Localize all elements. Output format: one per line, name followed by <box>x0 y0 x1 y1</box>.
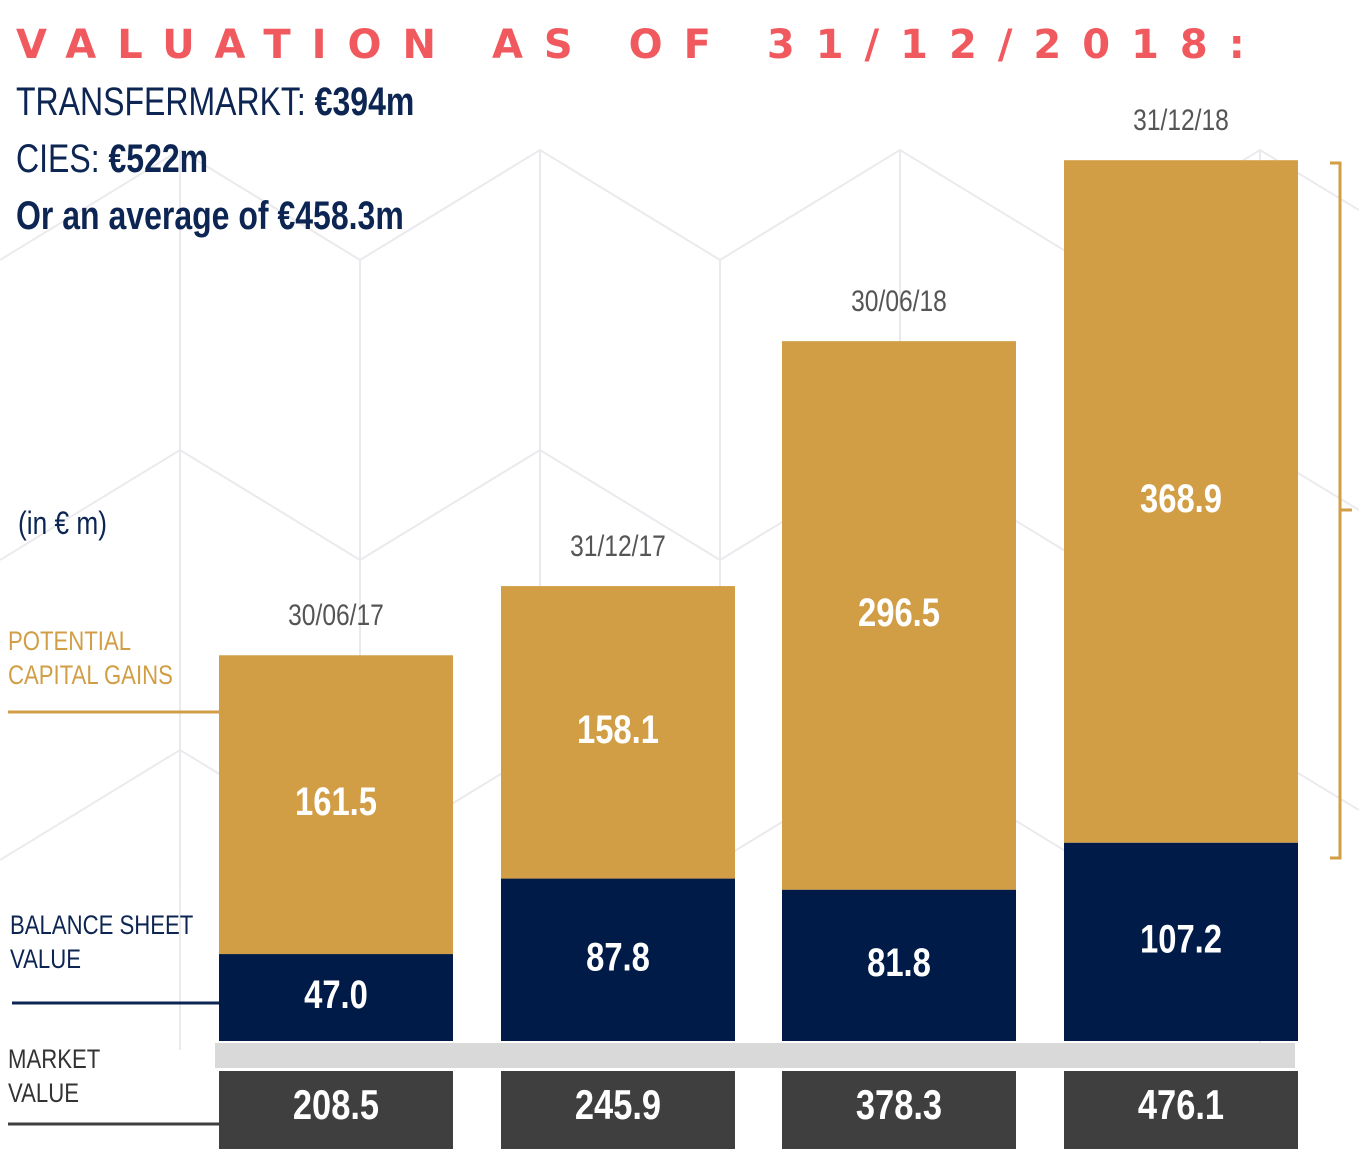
legend-potential-gains-line-1: POTENTIAL <box>8 626 132 656</box>
data-label-balance-sheet: 107.2 <box>1140 916 1222 961</box>
data-label-balance-sheet: 87.8 <box>586 934 650 979</box>
bar-potential-gains <box>219 655 453 955</box>
transfermarkt-label: TRANSFERMARKT: <box>16 80 315 124</box>
bar-balance-sheet <box>501 878 735 1041</box>
category-label: 30/06/17 <box>288 598 384 632</box>
market-value-box <box>501 1071 735 1149</box>
market-value-label: 476.1 <box>1138 1082 1224 1129</box>
data-label-balance-sheet: 47.0 <box>304 972 368 1017</box>
valuation-bracket <box>1330 161 1352 860</box>
bar-balance-sheet <box>219 954 453 1041</box>
legend-balance-sheet: BALANCE SHEET VALUE <box>10 908 193 976</box>
data-label-potential-gains: 368.9 <box>1140 476 1222 521</box>
bar-balance-sheet <box>782 889 1016 1041</box>
category-label: 31/12/18 <box>1133 103 1229 137</box>
data-label-potential-gains: 161.5 <box>295 779 377 824</box>
category-label: 31/12/17 <box>570 529 666 563</box>
market-value-box <box>782 1071 1016 1149</box>
bar-potential-gains <box>782 341 1016 890</box>
market-value-separator <box>215 1043 1295 1068</box>
legend-potential-gains: POTENTIAL CAPITAL GAINS <box>8 624 173 692</box>
transfermarkt-value: €394m <box>314 80 415 124</box>
cies-value: €522m <box>108 137 209 181</box>
legend-market-value-line-1: MARKET <box>8 1044 101 1074</box>
legend-balance-sheet-line-1: BALANCE SHEET <box>10 910 194 940</box>
legend-market-value: MARKET VALUE <box>8 1042 100 1110</box>
market-value-label: 245.9 <box>575 1082 661 1129</box>
category-label: 30/06/18 <box>851 284 947 318</box>
legend-balance-sheet-line-2: VALUE <box>10 944 81 974</box>
data-label-potential-gains: 158.1 <box>577 707 659 752</box>
legend-potential-gains-line-2: CAPITAL GAINS <box>8 660 173 690</box>
page-title: VALUATION AS OF 31/12/2018: <box>16 22 1266 68</box>
market-value-label: 378.3 <box>856 1082 942 1129</box>
bar-potential-gains <box>501 586 735 879</box>
data-label-balance-sheet: 81.8 <box>867 940 931 985</box>
bar-potential-gains <box>1064 160 1298 843</box>
legend-market-value-line-2: VALUE <box>8 1078 79 1108</box>
average-valuation: Or an average of €458.3m <box>16 194 404 238</box>
bar-balance-sheet <box>1064 842 1298 1041</box>
data-label-potential-gains: 296.5 <box>858 590 940 635</box>
market-value-box <box>219 1071 453 1149</box>
units-label: (in € m) <box>18 505 107 541</box>
market-value-box <box>1064 1071 1298 1149</box>
cies-valuation: CIES: €522m <box>16 137 208 182</box>
transfermarkt-valuation: TRANSFERMARKT: €394m <box>16 80 414 125</box>
market-value-label: 208.5 <box>293 1082 379 1129</box>
cies-label: CIES: <box>16 137 109 181</box>
